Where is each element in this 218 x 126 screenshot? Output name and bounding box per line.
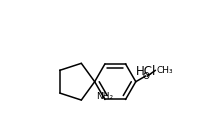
Text: CH₃: CH₃	[157, 66, 173, 75]
Text: HCl: HCl	[136, 65, 157, 78]
Text: NH₂: NH₂	[96, 92, 113, 101]
Text: O: O	[142, 72, 149, 81]
